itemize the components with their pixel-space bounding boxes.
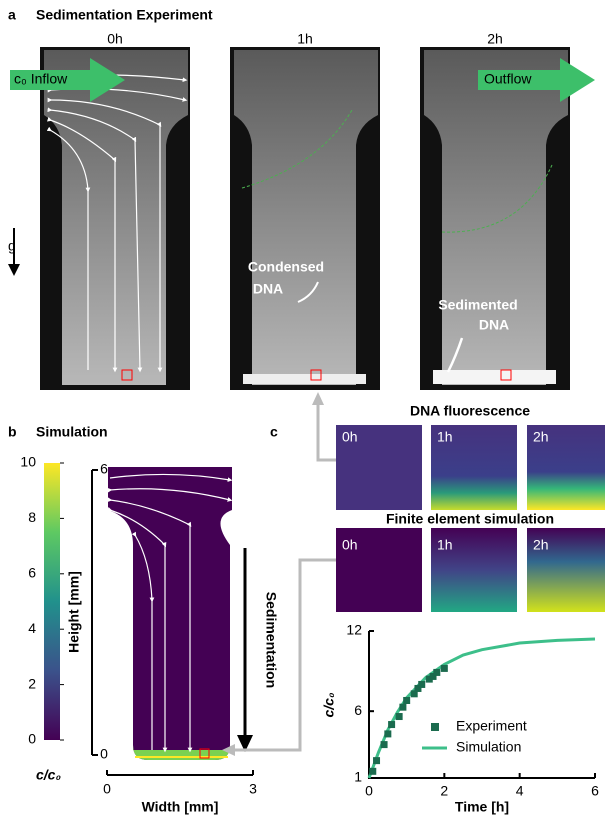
- figure: a Sedimentation Experiment 0h 1h 2h c₀ I…: [0, 0, 605, 822]
- time-label: 0h: [342, 429, 358, 445]
- row-title: DNA fluorescence: [410, 403, 530, 419]
- data-point: [403, 697, 410, 704]
- row-title: Finite element simulation: [386, 511, 554, 527]
- data-point: [433, 669, 440, 676]
- page: a Sedimentation Experiment 0h 1h 2h c₀ I…: [0, 0, 605, 822]
- x-axis-label: Width [mm]: [142, 799, 219, 815]
- tick-label: 6: [100, 461, 108, 477]
- tick-label: 8: [28, 509, 36, 525]
- panel-label: a: [8, 7, 16, 23]
- tick-label: 2: [440, 783, 448, 799]
- panel-label: b: [8, 424, 17, 440]
- tick-label: 2: [28, 675, 36, 691]
- y-axis-label: c/c₀: [321, 692, 337, 717]
- tick-label: 6: [591, 783, 599, 799]
- legend-label: Experiment: [456, 718, 527, 734]
- data-point: [369, 768, 376, 775]
- time-label: 2h: [487, 31, 503, 47]
- time-label: 1h: [437, 537, 453, 553]
- arrow-label: Sedimentation: [263, 592, 279, 688]
- annotation: Condensed: [248, 259, 324, 275]
- inflow-label: c₀ Inflow: [14, 71, 68, 87]
- tick-label: 4: [28, 620, 36, 636]
- small-images: [222, 392, 605, 756]
- data-point: [388, 721, 395, 728]
- colorbar-label: c/c₀: [36, 767, 61, 783]
- data-point: [373, 757, 380, 764]
- tick-label: 1: [354, 769, 362, 785]
- data-point: [396, 713, 403, 720]
- time-label: 1h: [437, 429, 453, 445]
- tick-label: 0: [100, 746, 108, 762]
- x-axis-label: Time [h]: [455, 799, 509, 815]
- tick-label: 4: [516, 783, 524, 799]
- tick-label: 0: [365, 783, 373, 799]
- annotation: DNA: [253, 281, 283, 297]
- data-point: [399, 704, 406, 711]
- annotation: DNA: [479, 317, 509, 333]
- time-label: 1h: [297, 31, 313, 47]
- time-label: 2h: [533, 537, 549, 553]
- y-axis-label: Height [mm]: [66, 571, 82, 653]
- panel-title: Simulation: [36, 424, 108, 440]
- tick-label: 12: [346, 622, 362, 638]
- data-point: [384, 730, 391, 737]
- legend-label: Simulation: [456, 739, 521, 755]
- tick-label: 10: [20, 454, 36, 470]
- tick-label: 3: [249, 781, 257, 797]
- colorbar: [44, 463, 60, 740]
- annotation: Sedimented: [438, 297, 517, 313]
- outflow-label: Outflow: [484, 71, 532, 87]
- time-label: 0h: [107, 31, 123, 47]
- tick-label: 6: [28, 565, 36, 581]
- time-label: 2h: [533, 429, 549, 445]
- tick-label: 6: [354, 702, 362, 718]
- experiment-images: [8, 47, 595, 390]
- simulation-image: [108, 467, 253, 760]
- data-point: [441, 665, 448, 672]
- time-label: 0h: [342, 537, 358, 553]
- data-point: [418, 681, 425, 688]
- data-point: [381, 741, 388, 748]
- panel-label: c: [270, 424, 278, 440]
- panel-title: Sedimentation Experiment: [36, 7, 213, 23]
- legend-swatch: [431, 723, 439, 731]
- gravity-label: g: [8, 238, 16, 254]
- tick-label: 0: [28, 731, 36, 747]
- tick-label: 0: [103, 781, 111, 797]
